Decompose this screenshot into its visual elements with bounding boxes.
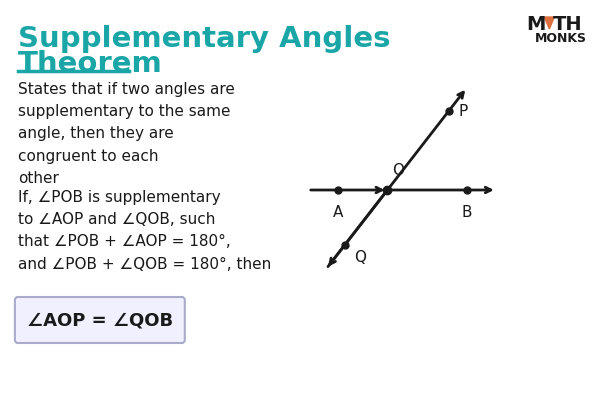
Text: Supplementary Angles: Supplementary Angles: [18, 25, 391, 53]
Text: TH: TH: [553, 15, 583, 34]
Text: MONKS: MONKS: [535, 32, 586, 45]
Text: Theorem: Theorem: [18, 50, 163, 78]
Text: States that if two angles are
supplementary to the same
angle, then they are
con: States that if two angles are supplement…: [18, 82, 235, 186]
Text: B: B: [461, 205, 472, 220]
Text: O: O: [392, 163, 404, 178]
FancyBboxPatch shape: [15, 297, 185, 343]
Text: P: P: [458, 104, 468, 119]
Text: Q: Q: [355, 250, 367, 265]
Text: If, ∠POB is supplementary
to ∠AOP and ∠QOB, such
that ∠POB + ∠AOP = 180°,
and ∠P: If, ∠POB is supplementary to ∠AOP and ∠Q…: [18, 190, 271, 272]
Text: A: A: [332, 205, 343, 220]
Polygon shape: [544, 17, 554, 29]
Text: ∠AOP = ∠QOB: ∠AOP = ∠QOB: [27, 311, 173, 329]
Text: M: M: [527, 15, 546, 34]
